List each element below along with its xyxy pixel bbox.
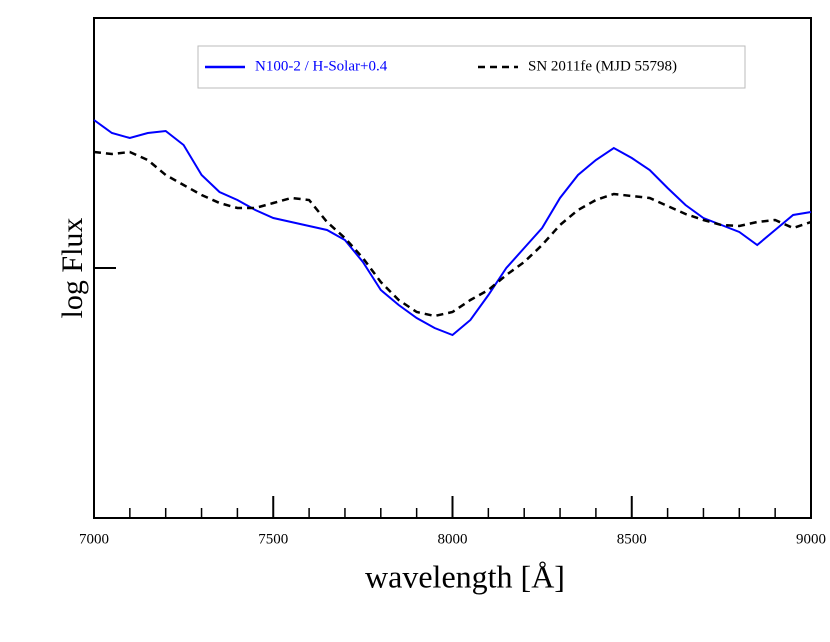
data-line — [93, 150, 812, 318]
data-line — [93, 119, 812, 337]
x-tick-label: 7000 — [79, 531, 109, 547]
x-tick-label: 9000 — [796, 531, 826, 547]
legend-box — [197, 45, 746, 89]
legend-label: N100-2 / H-Solar+0.4 — [255, 58, 388, 74]
x-axis-label: wavelength [Å] — [365, 558, 565, 594]
plot-frame — [93, 17, 812, 519]
x-tick-label: 8500 — [617, 531, 647, 547]
legend-label: SN 2011fe (MJD 55798) — [528, 58, 677, 74]
x-tick-label: 8000 — [438, 531, 468, 547]
x-tick-label: 7500 — [258, 531, 288, 547]
y-axis-label: log Flux — [56, 218, 89, 319]
